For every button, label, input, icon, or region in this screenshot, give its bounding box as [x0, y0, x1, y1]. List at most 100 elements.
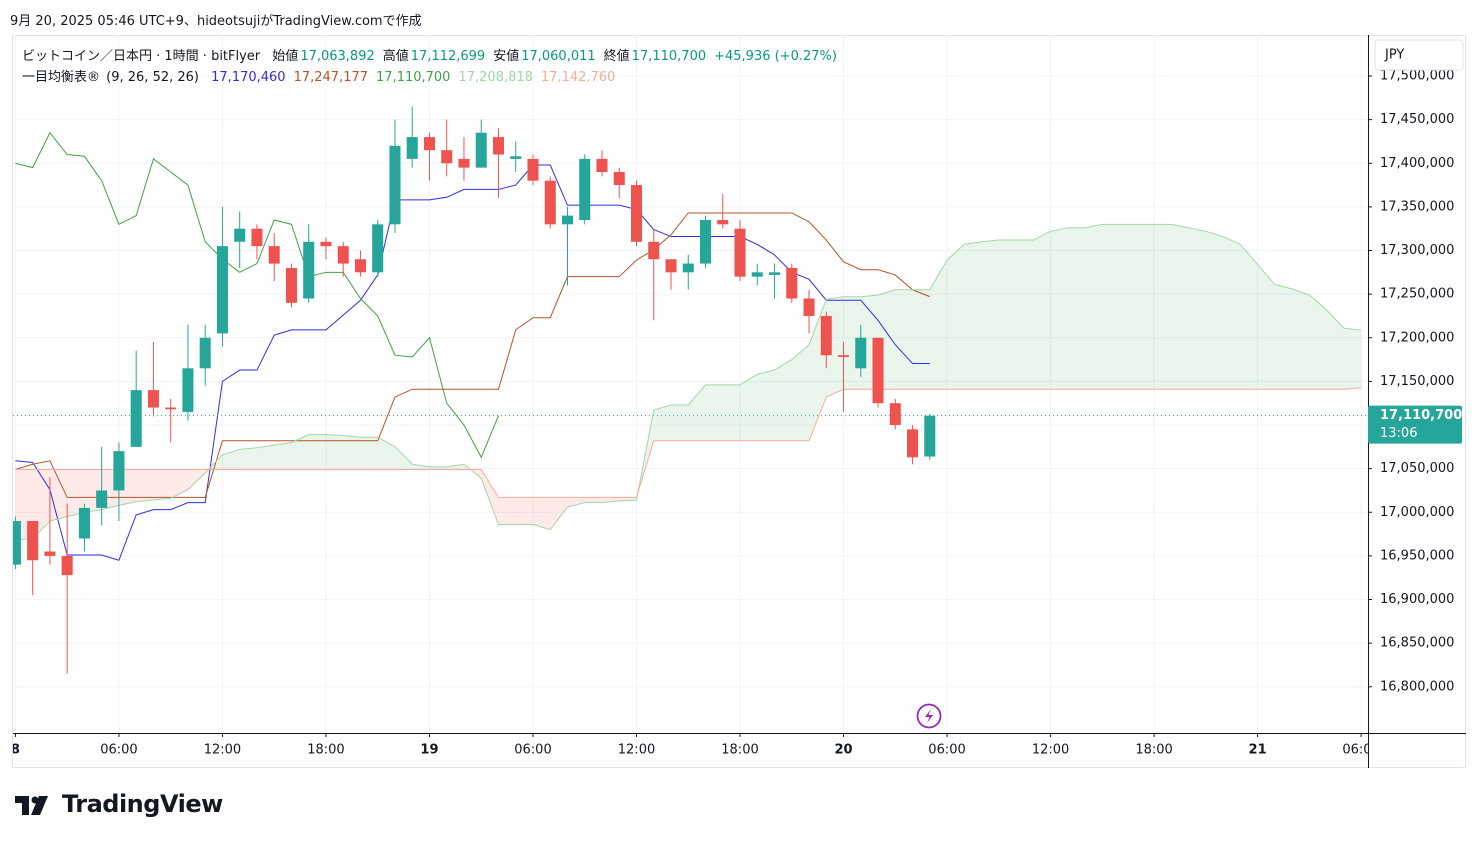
cloud-fill [498, 497, 516, 525]
legend-label: 安値 [493, 49, 520, 64]
candle-body [354, 259, 366, 273]
y-tick-label: 17,350,000 [1380, 199, 1454, 214]
cloud-fill [722, 384, 741, 441]
candle-body [855, 337, 867, 369]
cloud-fill [929, 260, 948, 390]
candle-body [13, 520, 21, 565]
cloud-fill [274, 442, 292, 470]
candle-body [130, 390, 142, 447]
candle-body [61, 555, 73, 576]
candle-body [492, 137, 505, 155]
y-tick-label: 16,950,000 [1380, 548, 1454, 563]
indicator-line [15, 223, 1362, 541]
candle-body [113, 451, 125, 491]
cloud-fill [1205, 231, 1224, 390]
currency-box[interactable] [1374, 39, 1464, 71]
cloud-fill [412, 464, 430, 470]
cloud-fill [653, 404, 672, 441]
legend-change: +45,936 (+0.27%) [714, 49, 837, 64]
cloud-fill [1154, 224, 1172, 390]
cloud-fill [343, 435, 361, 470]
cloud-fill [947, 244, 965, 390]
candle-body [337, 246, 349, 264]
cloud-fill [1102, 224, 1120, 390]
candle-body [147, 390, 159, 408]
candle-body [596, 158, 608, 172]
replay-icon[interactable] [916, 703, 942, 729]
y-tick-label: 16,850,000 [1380, 636, 1454, 651]
cloud-fill [1067, 227, 1086, 390]
candle-body [544, 180, 556, 225]
indicator-value: 17,208,818 [458, 70, 533, 85]
candle-body [648, 241, 660, 260]
icon-bolt [925, 709, 933, 723]
candle-body [320, 241, 332, 247]
cloud-fill [1136, 224, 1155, 390]
cloud-fill [895, 289, 913, 390]
cloud-fill [377, 437, 395, 470]
candle-body [234, 228, 246, 242]
candle-body [182, 368, 194, 412]
cloud-fill [1257, 264, 1275, 390]
candle-body [475, 132, 487, 168]
y-tick-label: 17,050,000 [1380, 461, 1454, 476]
x-tick-label: 19 [420, 743, 438, 758]
cloud-fill [481, 469, 499, 525]
y-tick-label: 17,250,000 [1380, 287, 1454, 302]
cloud-fill [1171, 224, 1189, 390]
indicator-value: 17,142,760 [540, 70, 616, 85]
cloud-fill [1326, 309, 1344, 390]
candle-body [561, 215, 574, 225]
y-tick-label: 17,150,000 [1380, 374, 1454, 389]
cloud-fill [239, 447, 257, 470]
cloud-fill [998, 240, 1017, 390]
indicator: 一目均衡表® [22, 70, 101, 85]
candle-body [768, 272, 781, 275]
cloud-fill [1223, 236, 1241, 390]
x-tick-label: 18:00 [721, 743, 758, 758]
cloud-fill [153, 469, 171, 501]
cloud-fill [567, 497, 585, 508]
candle-body [699, 219, 712, 264]
cloud-fill [1274, 284, 1293, 390]
cloud-fill [1240, 244, 1258, 390]
candle-body [303, 241, 315, 299]
candle-body [389, 145, 401, 225]
cloud-fill [981, 240, 999, 390]
grid [13, 35, 1368, 733]
legend-value: 17,110,700 [631, 49, 707, 64]
indicator-line [15, 387, 1362, 498]
cloud-fill [308, 434, 326, 470]
y-tick-label: 17,000,000 [1380, 505, 1454, 520]
indicator-line [15, 164, 930, 561]
candle-body [458, 158, 470, 168]
candle-body [199, 337, 211, 369]
cloud-fill [291, 434, 309, 470]
indicator-value: 17,110,700 [376, 70, 451, 85]
candle-body [527, 158, 539, 181]
x-tick-label: 06:00 [928, 743, 965, 758]
candle-body [285, 267, 297, 303]
legend-value: 17,060,011 [521, 49, 596, 64]
candle-body [751, 272, 763, 277]
cloud-fill [256, 445, 275, 470]
price-tag: 17,110,700 13:06 [1368, 405, 1462, 444]
x-tick-label: 12:00 [618, 743, 655, 758]
x-tick-label: 12:00 [204, 743, 241, 758]
y-tick-label: 17,450,000 [1380, 112, 1454, 127]
candle-body [251, 228, 263, 247]
cloud-fill [757, 370, 775, 441]
indicator-line [15, 131, 499, 459]
candle-body [889, 403, 901, 426]
cloud-fill [1343, 328, 1362, 390]
cloud-fill [325, 434, 344, 470]
cloud-fill [136, 469, 154, 502]
cloud-fill [705, 384, 723, 441]
cloud-fill [446, 464, 464, 470]
x-tick-label: 12:00 [1032, 743, 1069, 758]
y-tick-label: 17,300,000 [1380, 243, 1454, 258]
cloud-fill [429, 466, 447, 470]
cloud-fill [912, 289, 930, 390]
